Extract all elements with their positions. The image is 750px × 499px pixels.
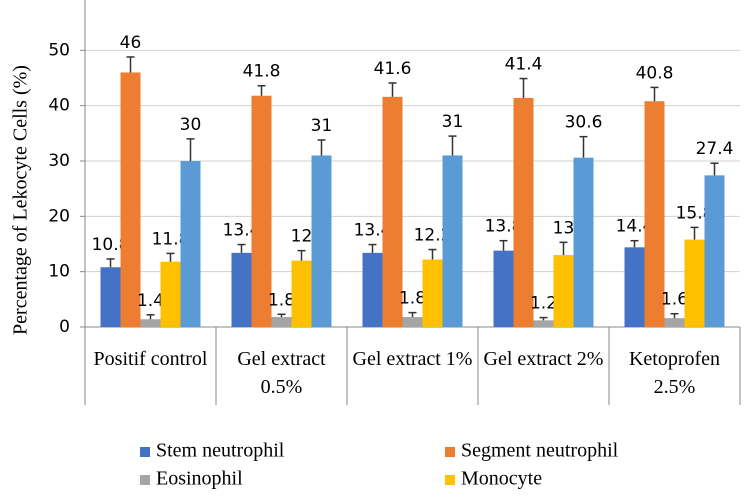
data-label: 1.8 xyxy=(268,290,295,310)
bar xyxy=(644,101,665,328)
bar xyxy=(573,157,594,327)
bar xyxy=(684,239,705,327)
data-label: 27.4 xyxy=(696,139,734,159)
data-label: 13 xyxy=(553,218,575,238)
legend-label: Stem neutrophil xyxy=(156,440,285,462)
y-tick-label: 30 xyxy=(48,151,70,171)
bar xyxy=(422,259,443,327)
y-tick-label: 0 xyxy=(59,317,70,337)
data-label: 12.2 xyxy=(414,226,452,246)
data-label: 13.8 xyxy=(485,217,523,237)
bar xyxy=(402,317,423,327)
bar xyxy=(382,96,403,328)
bar xyxy=(442,155,463,327)
bar xyxy=(704,175,725,327)
data-label: 1.8 xyxy=(399,289,426,309)
data-label: 11.8 xyxy=(152,229,190,249)
data-label: 1.4 xyxy=(137,291,164,311)
data-label: 41.8 xyxy=(243,62,281,82)
bar xyxy=(291,260,312,327)
y-tick-label: 40 xyxy=(48,96,70,116)
bar xyxy=(180,161,201,327)
data-label: 15.8 xyxy=(676,203,714,223)
x-tick-label: Gel extract 1% xyxy=(352,348,473,370)
bar xyxy=(251,95,272,327)
y-tick-label: 50 xyxy=(48,40,70,60)
data-label: 40.8 xyxy=(636,63,674,83)
bar xyxy=(160,261,181,327)
bar xyxy=(140,319,161,327)
bar xyxy=(533,320,554,327)
y-tick-label: 10 xyxy=(48,262,70,282)
legend-label: Monocyte xyxy=(461,468,542,490)
x-tick-label: Positif control xyxy=(93,348,208,370)
y-axis-title: Percentage of Lekocyte Cells (%) xyxy=(10,65,32,335)
bar xyxy=(553,255,574,327)
bar xyxy=(120,72,141,327)
data-label: 31 xyxy=(311,116,333,136)
data-label: 31 xyxy=(442,112,464,132)
x-tick-label: Gel extract 2% xyxy=(483,348,604,370)
data-label: 13.4 xyxy=(223,221,261,241)
x-tick-label: Ketoprofen 2.5% xyxy=(628,348,721,398)
data-label: 12 xyxy=(291,227,313,247)
legend-label: Segment neutrophil xyxy=(461,440,619,462)
data-label: 41.4 xyxy=(505,55,543,75)
legend-swatch xyxy=(445,475,455,485)
data-label: 14.4 xyxy=(616,217,654,237)
bar xyxy=(493,250,514,327)
data-label: 1.2 xyxy=(530,294,557,314)
legend-swatch xyxy=(140,475,150,485)
data-label: 46 xyxy=(120,33,142,53)
data-label: 13.4 xyxy=(354,221,392,241)
bar xyxy=(362,252,383,327)
legend-swatch xyxy=(140,447,150,457)
y-tick-label: 60 xyxy=(48,0,70,5)
bar xyxy=(271,317,292,327)
x-tick-label: Gel extract 0.5% xyxy=(237,348,326,398)
data-label: 30 xyxy=(180,115,202,135)
legend-label: Eosinophil xyxy=(156,468,243,490)
bar xyxy=(664,318,685,327)
bar xyxy=(231,252,252,327)
data-label: 41.6 xyxy=(374,59,412,79)
bar xyxy=(100,267,121,327)
bar xyxy=(624,247,645,327)
legend-swatch xyxy=(445,447,455,457)
y-tick-label: 20 xyxy=(48,206,70,226)
data-label: 1.6 xyxy=(661,290,688,310)
bar xyxy=(311,155,332,327)
data-label: 10.8 xyxy=(92,235,130,255)
bar xyxy=(513,97,534,327)
data-label: 30.6 xyxy=(565,113,603,133)
